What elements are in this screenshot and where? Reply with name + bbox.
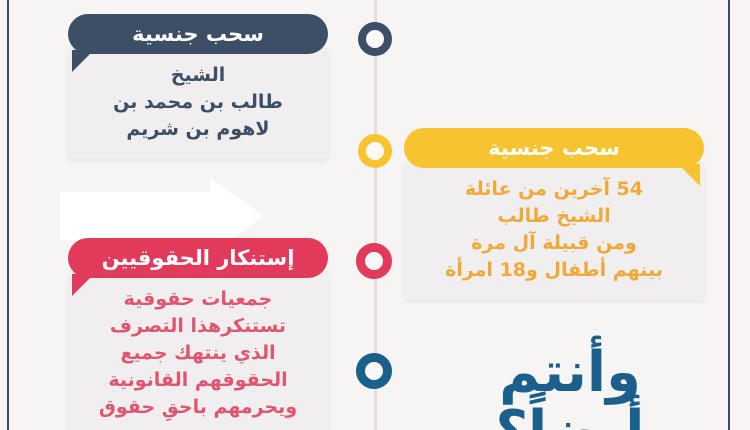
timeline-spine: [374, 0, 377, 430]
card-rights-groups-condemnation-body-line-5: ويحرمهم باحقِ حقوق: [98, 395, 298, 418]
card-citizenship-withdrawal-others-body: 54 آخرين من عائلة الشيخ طالب ومن قبيلة آل …: [404, 162, 704, 300]
marker-teal: [356, 353, 392, 389]
left-edge-rule: [7, 0, 9, 430]
card-citizenship-withdrawal-sheikh-body-line-2: طالب بن محمد بن: [113, 90, 283, 113]
card-rights-groups-condemnation-body: جمعيات حقوقية تستنكرهذا التصرف الذي ينتهك …: [68, 272, 328, 430]
card-citizenship-withdrawal-sheikh-header-tail: [72, 50, 94, 72]
marker-yellow: [358, 134, 392, 168]
card-rights-groups-condemnation-body-line-3: الذي ينتهك جميع: [120, 341, 276, 364]
card-citizenship-withdrawal-others-header[interactable]: سحب جنسية: [404, 128, 704, 186]
closing-statement: وأنتم أيضاً؟: [420, 343, 720, 430]
card-citizenship-withdrawal-others-header-tail: [678, 164, 700, 186]
card-citizenship-withdrawal-sheikh-body: الشيخ طالب بن محمد بن لاهوم بن شريم: [68, 48, 328, 159]
card-citizenship-withdrawal-others-body-line-4: بينهم أطفال و18 امرأة: [445, 258, 663, 281]
card-citizenship-withdrawal-sheikh: سحب جنسية الشيخ طالب بن محمد بن لاهوم بن شر…: [68, 14, 328, 159]
closing-line-2: أيضاً؟: [420, 402, 720, 430]
card-rights-groups-condemnation-header[interactable]: إستنكار الحقوقيين: [68, 238, 328, 296]
marker-crimson: [356, 243, 392, 279]
card-citizenship-withdrawal-sheikh-body-line-1: الشيخ: [170, 64, 226, 86]
card-citizenship-withdrawal-others-body-line-3: ومن قبيلة آل مرة: [471, 231, 637, 254]
card-rights-groups-condemnation-body-line-2: تستنكرهذا التصرف: [109, 314, 287, 337]
card-citizenship-withdrawal-others-body-line-1: 54 آخرين من عائلة: [465, 178, 643, 200]
card-citizenship-withdrawal-others: سحب جنسية 54 آخرين من عائلة الشيخ طالب ومن …: [404, 128, 704, 300]
card-rights-groups-condemnation: إستنكار الحقوقيين جمعيات حقوقية تستنكرهذا …: [68, 238, 328, 430]
card-rights-groups-condemnation-body-line-4: الحقوقهم القانونية: [108, 368, 288, 391]
card-rights-groups-condemnation-header-tail: [72, 274, 94, 296]
white-arrow-shaft: [60, 192, 210, 240]
marker-navy: [358, 22, 392, 56]
card-citizenship-withdrawal-sheikh-header[interactable]: سحب جنسية: [68, 14, 328, 72]
card-rights-groups-condemnation-body-line-1: جمعيات حقوقية: [123, 288, 273, 310]
closing-line-1: وأنتم: [499, 340, 641, 405]
card-citizenship-withdrawal-sheikh-body-line-3: لاهوم بن شريم: [126, 117, 270, 140]
right-edge-rule: [728, 0, 730, 430]
card-citizenship-withdrawal-others-body-line-2: الشيخ طالب: [497, 204, 611, 227]
